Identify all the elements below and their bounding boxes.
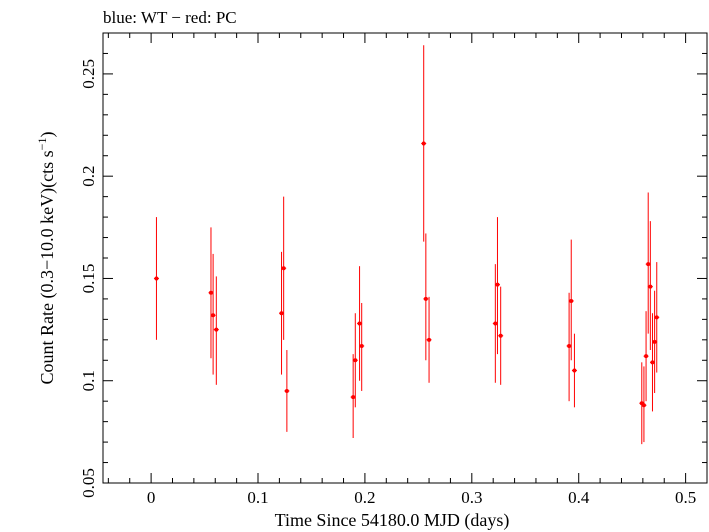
x-tick-label: 0.5	[675, 488, 696, 507]
y-tick-label: 0.25	[79, 59, 98, 89]
data-marker	[357, 321, 362, 326]
data-point	[352, 313, 358, 408]
data-marker	[214, 327, 219, 332]
data-marker	[351, 395, 356, 400]
data-marker	[572, 368, 577, 373]
y-tick-label: 0.05	[79, 468, 98, 498]
data-point	[643, 311, 649, 402]
plot-frame	[102, 32, 708, 484]
data-point	[153, 217, 159, 340]
data-marker	[493, 321, 498, 326]
data-marker	[279, 311, 284, 316]
data-point	[645, 192, 651, 334]
data-marker	[646, 262, 651, 267]
data-point	[647, 221, 653, 351]
chart-title: blue: WT − red: PC	[103, 8, 237, 27]
data-marker	[353, 358, 358, 363]
data-point	[421, 45, 427, 242]
data-point	[281, 196, 287, 340]
data-marker	[427, 337, 432, 342]
data-marker	[208, 290, 213, 295]
y-axis-label-main: Count Rate (0.3−10.0 keV)(cts s	[37, 150, 58, 384]
data-marker	[644, 354, 649, 359]
data-marker	[648, 284, 653, 289]
data-point	[568, 239, 574, 361]
data-marker	[423, 296, 428, 301]
data-marker	[495, 282, 500, 287]
data-point	[284, 350, 290, 432]
data-marker	[569, 298, 574, 303]
y-tick-label: 0.2	[79, 166, 98, 187]
data-points	[153, 45, 660, 445]
y-axis-label-superscript: −1	[35, 138, 49, 151]
data-point	[571, 333, 577, 408]
data-marker	[359, 343, 364, 348]
y-tick-labels: 0.05 0.1 0.15 0.2 0.25	[79, 59, 98, 498]
data-marker	[154, 276, 159, 281]
y-tick-label: 0.15	[79, 264, 98, 294]
data-point	[208, 227, 214, 359]
x-tick-label: 0	[147, 488, 156, 507]
data-point	[494, 217, 500, 355]
data-marker	[211, 313, 216, 318]
x-axis-label: Time Since 54180.0 MJD (days)	[275, 510, 510, 531]
data-marker	[498, 333, 503, 338]
data-point	[654, 262, 660, 373]
axis-ticks	[103, 32, 708, 484]
data-point	[641, 366, 647, 443]
data-point	[359, 303, 365, 391]
data-point	[210, 253, 216, 375]
data-marker	[421, 141, 426, 146]
data-marker	[567, 343, 572, 348]
data-marker	[284, 388, 289, 393]
y-tick-label: 0.1	[79, 370, 98, 391]
data-point	[423, 233, 429, 361]
x-tick-label: 0.4	[568, 488, 590, 507]
data-point	[426, 296, 432, 383]
data-marker	[281, 266, 286, 271]
y-axis-label: Count Rate (0.3−10.0 keV)(cts s−1)	[35, 132, 58, 385]
data-marker	[650, 360, 655, 365]
x-tick-label: 0.1	[247, 488, 268, 507]
data-point	[213, 276, 219, 385]
data-marker	[654, 315, 659, 320]
x-tick-label: 0.2	[354, 488, 375, 507]
y-axis-label-end: )	[37, 132, 58, 138]
data-point	[498, 286, 504, 385]
data-marker	[641, 403, 646, 408]
x-tick-labels: 0 0.1 0.2 0.3 0.4 0.5	[147, 488, 696, 507]
x-tick-label: 0.3	[461, 488, 482, 507]
data-marker	[652, 339, 657, 344]
